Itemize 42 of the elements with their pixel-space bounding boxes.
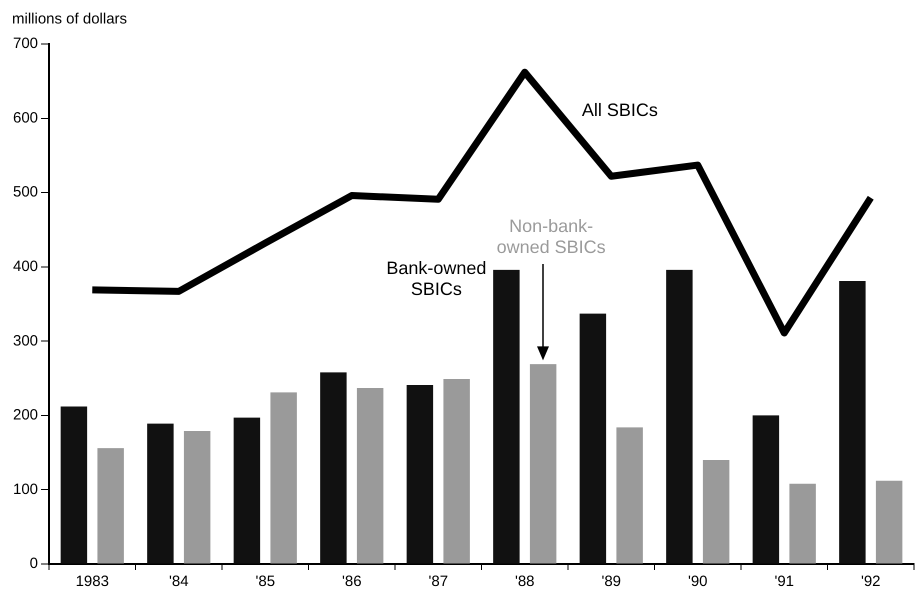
bar	[443, 379, 470, 564]
x-tick-label: '87	[428, 573, 448, 590]
bar	[580, 314, 606, 564]
y-tick-label: 500	[12, 184, 38, 201]
x-tick-label: '90	[688, 573, 708, 590]
bar	[493, 270, 520, 564]
bar	[60, 406, 88, 564]
bar	[839, 280, 866, 564]
bar	[789, 484, 816, 564]
bar	[702, 460, 730, 564]
y-tick-label: 400	[12, 258, 38, 275]
y-tick-label: 600	[12, 109, 38, 126]
x-tick-label: '88	[514, 573, 535, 590]
x-tick-label: 1983	[76, 573, 109, 590]
series-label: Bank-owned SBICs	[386, 258, 486, 299]
y-tick-label: 0	[30, 555, 38, 572]
y-tick-label: 100	[12, 480, 38, 498]
text: Non-bank-owned SBICs	[496, 216, 606, 257]
bar	[270, 392, 297, 564]
bar	[147, 424, 174, 564]
bar	[876, 480, 902, 564]
x-tick-label: '86	[342, 573, 362, 590]
y-axis-title: millions of dollars	[12, 10, 128, 28]
bar	[616, 427, 643, 564]
y-tick-label: 700	[12, 35, 38, 52]
bar	[184, 431, 210, 564]
x-tick-label: '91	[774, 573, 794, 590]
y-tick-label: 200	[12, 406, 38, 424]
bar	[530, 364, 556, 564]
bar	[356, 388, 384, 564]
x-tick-label: '84	[168, 573, 189, 590]
y-tick-label: 300	[12, 332, 38, 350]
bar	[752, 415, 780, 564]
series-label: All SBICs	[582, 100, 658, 120]
bar	[666, 270, 693, 564]
x-tick-label: '92	[860, 573, 881, 590]
x-tick-label: '85	[255, 573, 276, 590]
bar	[406, 384, 434, 564]
x-tick-label: '89	[601, 573, 622, 590]
bar	[97, 448, 124, 564]
bar	[234, 418, 260, 564]
bar	[320, 372, 347, 564]
